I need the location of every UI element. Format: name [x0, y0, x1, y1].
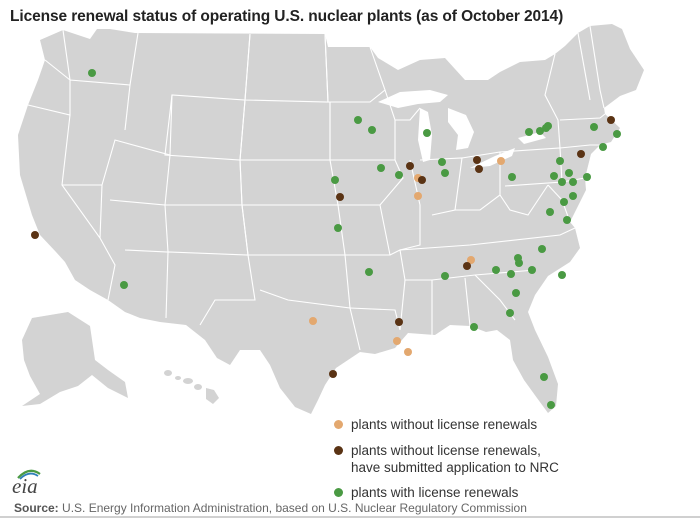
plant-dot — [354, 116, 362, 124]
legend-label-no-renewal: plants without license renewals — [351, 417, 538, 432]
plant-dot — [368, 126, 376, 134]
plant-dot — [577, 150, 585, 158]
plant-dot — [550, 172, 558, 180]
plant-dot — [423, 129, 431, 137]
hawaii-land — [164, 370, 219, 404]
land-group — [18, 24, 644, 414]
plant-dot — [438, 158, 446, 166]
plant-dot — [525, 128, 533, 136]
plant-dot — [475, 165, 483, 173]
source-label: Source: — [14, 501, 59, 515]
plant-dot — [331, 176, 339, 184]
contiguous-us-land — [18, 24, 644, 414]
plant-dot — [607, 116, 615, 124]
plant-dot — [528, 266, 536, 274]
plant-dot — [508, 173, 516, 181]
plant-dot — [556, 157, 564, 165]
plant-dot — [558, 271, 566, 279]
plant-dot — [569, 178, 577, 186]
lake-erie — [470, 148, 515, 168]
plant-dot — [309, 317, 317, 325]
map-title: License renewal status of operating U.S.… — [10, 8, 564, 25]
plant-dot — [538, 245, 546, 253]
plant-dot — [406, 162, 414, 170]
plant-dot — [329, 370, 337, 378]
plant-dot — [507, 270, 515, 278]
plant-dot — [540, 373, 548, 381]
plant-dot — [569, 192, 577, 200]
plant-markers — [31, 69, 621, 409]
plant-dot — [441, 272, 449, 280]
plant-dot — [395, 318, 403, 326]
plant-dot — [547, 401, 555, 409]
lake-superior — [378, 90, 448, 108]
plant-dot — [560, 198, 568, 206]
plant-dot — [377, 164, 385, 172]
plants-with-renewals — [88, 69, 621, 409]
plant-dot — [544, 122, 552, 130]
plant-dot — [393, 337, 401, 345]
legend-swatch-renewed — [334, 488, 343, 497]
plant-dot — [463, 262, 471, 270]
source-note: Source: U.S. Energy Information Administ… — [14, 501, 527, 515]
plants-without-renewals — [309, 157, 505, 356]
footer-divider — [0, 516, 700, 518]
plant-dot — [336, 193, 344, 201]
lake-huron — [448, 108, 474, 150]
plant-dot — [473, 156, 481, 164]
plant-dot — [395, 171, 403, 179]
plant-dot — [497, 157, 505, 165]
source-text: U.S. Energy Information Administration, … — [58, 501, 527, 515]
plant-dot — [441, 169, 449, 177]
plant-dot — [583, 173, 591, 181]
plant-dot — [334, 224, 342, 232]
legend-swatch-submitted — [334, 446, 343, 455]
plant-dot — [88, 69, 96, 77]
plant-dot — [470, 323, 478, 331]
plant-dot — [492, 266, 500, 274]
plant-dot — [120, 281, 128, 289]
plant-dot — [546, 208, 554, 216]
eia-logo-arc-icon — [17, 469, 41, 480]
plant-dot — [467, 256, 475, 264]
plant-dot — [512, 289, 520, 297]
plant-dot — [365, 268, 373, 276]
legend-swatch-no-renewal — [334, 420, 343, 429]
plant-dot — [613, 130, 621, 138]
alaska-land — [22, 312, 128, 406]
legend-label-submitted-line1: plants without license renewals, — [351, 443, 541, 458]
plant-dot — [418, 176, 426, 184]
plants-submitted-application — [31, 116, 615, 378]
legend-label-submitted-line2: have submitted application to NRC — [351, 460, 559, 475]
legend-label-renewed: plants with license renewals — [351, 485, 519, 500]
plant-dot — [515, 259, 523, 267]
plant-dot — [506, 309, 514, 317]
plant-dot — [590, 123, 598, 131]
plant-dot — [404, 348, 412, 356]
plant-dot — [31, 231, 39, 239]
state-borders — [27, 25, 606, 351]
plant-dot — [563, 216, 571, 224]
lake-ontario — [518, 132, 546, 144]
plant-dot — [536, 127, 544, 135]
plant-dot — [599, 143, 607, 151]
plant-dot — [414, 192, 422, 200]
eia-logo: eia — [12, 474, 38, 498]
plant-dot — [565, 169, 573, 177]
plant-dot — [558, 178, 566, 186]
